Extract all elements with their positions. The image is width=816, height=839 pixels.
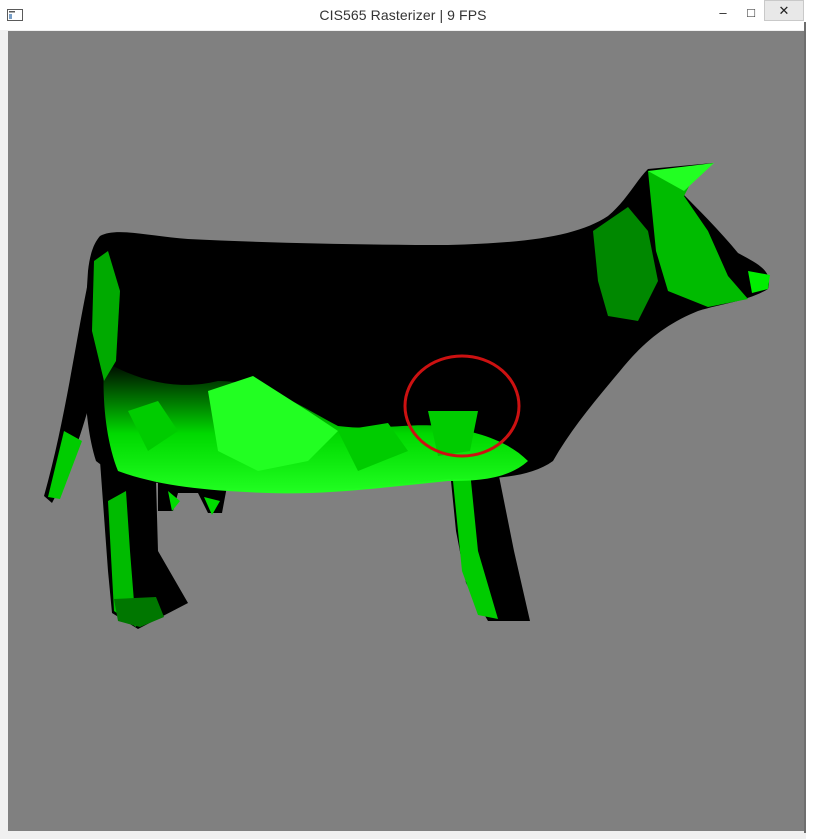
cow-udder-shade — [168, 491, 220, 515]
window-title: CIS565 Rasterizer | 9 FPS — [319, 7, 487, 23]
window-bottom-border — [0, 831, 806, 839]
cow-neck-highlight — [593, 207, 658, 321]
window-right-border — [804, 22, 806, 833]
cow-ear — [648, 163, 714, 191]
cow-muzzle — [748, 271, 770, 293]
close-button[interactable]: ✕ — [764, 0, 804, 21]
minimize-icon: – — [719, 4, 727, 20]
close-icon: ✕ — [778, 3, 790, 18]
cow-belly-facets — [128, 401, 478, 471]
app-icon[interactable] — [7, 8, 23, 21]
cow-head-highlight — [648, 169, 748, 307]
maximize-button[interactable]: □ — [736, 1, 766, 23]
annotation-circle — [403, 354, 521, 458]
cow-rear-leg-shade — [108, 491, 136, 627]
cow-tail-highlight — [48, 431, 82, 499]
cow-belly-bright — [208, 376, 338, 471]
desktop-edge — [806, 0, 816, 839]
render-viewport[interactable] — [8, 31, 804, 831]
minimize-button[interactable]: – — [708, 1, 738, 23]
cow-rear-hoof — [114, 597, 164, 627]
cow-front-leg-shade — [452, 471, 498, 619]
title-bar[interactable]: CIS565 Rasterizer | 9 FPS – □ ✕ — [0, 0, 806, 30]
cow-rump-highlight — [92, 251, 120, 381]
cow-render — [44, 163, 770, 629]
maximize-icon: □ — [747, 4, 755, 20]
